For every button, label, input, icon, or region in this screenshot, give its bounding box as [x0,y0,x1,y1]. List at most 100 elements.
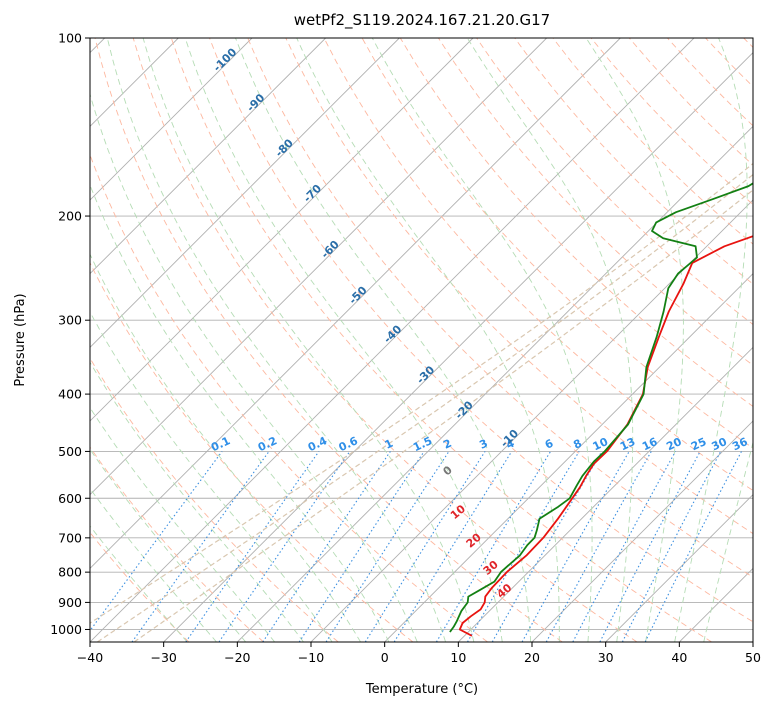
isotherm-label: -10 [498,427,521,450]
dry-adiabat-line [90,153,488,642]
y-tick-label: 700 [58,530,82,545]
x-tick-label: 40 [671,650,687,665]
dewpoint-line [449,182,753,633]
mixing-ratio-label: 16 [640,435,660,453]
x-axis-ticks: −40 −30 −20 −10 0 10 20 30 40 50 [77,642,761,665]
moist-adiabat-line [90,253,361,642]
moist-adiabat-line [296,38,560,642]
mixing-ratio-line [435,451,552,642]
mixing-ratio-label: 10 [591,435,611,453]
moist-adiabat-line [90,525,188,642]
dry-adiabat-lines [90,38,753,642]
x-tick-label: −20 [224,650,250,665]
mixing-ratio-lines [90,451,742,642]
isotherm-label: -60 [319,238,342,261]
mixing-ratio-line [325,451,450,642]
mixing-ratio-line [185,451,320,642]
x-axis-label: Temperature (°C) [365,682,478,697]
isotherm-label: -20 [453,398,476,421]
moist-adiabat-line [90,487,217,642]
mixing-ratio-line [545,451,652,642]
dry-adiabat-line [323,38,753,492]
sounding-series [449,182,753,637]
isotherm-line [605,494,753,642]
y-axis-ticks: 100 200 300 400 500 600 700 800 900 1000 [50,31,90,637]
mixing-ratio-label: 30 [710,435,730,453]
moist-adiabat-line [585,38,684,642]
isotherm-line [163,52,753,642]
x-tick-label: 10 [450,650,466,665]
reference-curve [97,173,753,642]
temperature-line [458,235,753,637]
moist-adiabat-line [466,38,634,642]
dry-adiabat-line [209,38,753,623]
moist-adiabat-line [371,38,593,642]
isotherm-line [90,38,547,496]
dry-adiabat-line [705,38,753,88]
mixing-ratio-line [467,451,580,642]
mixing-ratio-line [599,451,701,642]
isotherm-line [90,38,621,569]
mixing-ratio-line [298,451,425,642]
background-curves [90,162,753,642]
moist-adiabat-label: 0 [441,463,455,478]
mixing-ratio-label: 25 [689,435,708,453]
dry-adiabat-line [90,357,339,642]
dry-adiabat-line [285,38,753,535]
reference-curve [133,189,753,642]
isotherm-label: -70 [301,182,324,205]
dry-adiabat-line [170,38,712,642]
mixing-ratio-label: 20 [664,435,684,453]
y-tick-label: 500 [58,444,82,459]
mixing-ratio-line [521,451,630,642]
isotherm-label: -40 [381,322,404,345]
moist-adiabat-line [142,38,475,642]
dry-adiabat-line [94,38,563,642]
moist-adiabat-lines [90,38,753,642]
dry-adiabat-line [132,38,638,642]
x-tick-label: 0 [381,650,389,665]
isotherm-label: -90 [244,91,267,114]
y-tick-label: 200 [58,209,82,224]
isotherm-line [90,38,326,275]
x-tick-label: 30 [598,650,614,665]
mixing-ratio-line [572,451,676,642]
mixing-ratio-line [262,451,391,642]
moist-adiabat-line [90,361,304,642]
y-tick-label: 100 [58,31,82,46]
plot-frame [89,37,754,643]
isotherm-label: -50 [346,284,369,307]
mixing-ratio-label: 2 [441,437,453,452]
isotherm-line [384,273,753,642]
dry-adiabat-line [743,38,753,49]
mixing-ratio-label: 6 [543,437,556,452]
y-tick-label: 400 [58,387,82,402]
isotherm-label: -30 [414,363,437,386]
moist-adiabat-line [235,38,532,642]
y-tick-label: 1000 [50,622,82,637]
isotherm-label: -80 [273,136,296,159]
isotherm-line [90,38,400,348]
reference-curve [90,162,753,624]
isotherm-lines [90,38,753,642]
mixing-ratio-line [218,451,351,642]
isotherm-line [90,38,474,422]
isotherm-line [237,125,753,642]
moist-adiabat-line [90,406,276,642]
y-tick-label: 300 [58,313,82,328]
moist-adiabat-line [90,311,333,642]
dry-adiabat-line [476,38,753,326]
moist-adiabat-label: 40 [494,581,514,601]
moist-adiabat-line [106,38,447,642]
moist-adiabat-line [90,92,418,642]
dry-adiabat-line [90,531,190,642]
isotherm-line [90,38,253,201]
y-axis-label: Pressure (hPa) [13,293,28,386]
mixing-ratio-label: 13 [618,435,637,453]
x-tick-label: −10 [298,650,324,665]
dry-adiabat-line [514,38,753,285]
isotherm-line [458,346,753,642]
x-tick-label: 50 [745,650,761,665]
moist-adiabat-line [90,448,247,642]
isotherm-line [310,199,753,642]
